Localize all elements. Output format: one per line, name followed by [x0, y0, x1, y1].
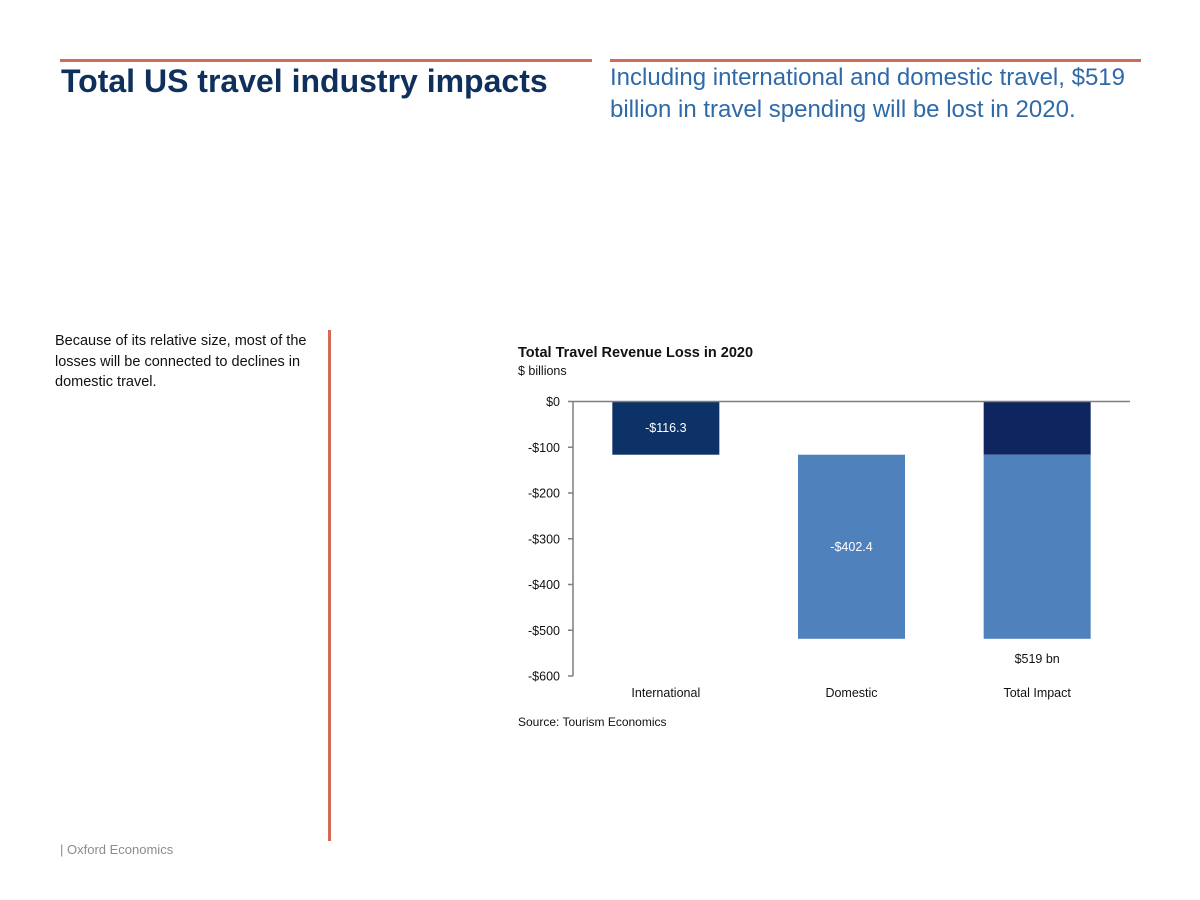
footer-brand: | Oxford Economics	[60, 842, 174, 857]
bar-domestic-2	[983, 454, 1091, 639]
data-label-international: -$116.3	[645, 421, 687, 435]
y-tick-label: -$300	[528, 532, 560, 546]
chart-title: Total Travel Revenue Loss in 2020	[518, 345, 753, 361]
y-tick-label: -$100	[528, 441, 560, 455]
y-tick-label: -$400	[528, 578, 560, 592]
bar-domestic-1	[798, 454, 905, 639]
axis-layer: $0 -$100 -$200 -$300 -$400 -$500 -$600 Internat…	[528, 395, 1130, 700]
chart-source: Source: Tourism Economics	[518, 715, 667, 729]
headline: Including international and domestic tra…	[610, 64, 1125, 123]
headline-accent-rule	[610, 59, 1141, 62]
title-accent-rule	[60, 59, 592, 62]
data-label-total: $519 bn	[1015, 652, 1060, 666]
side-note: Because of its relative size, most of th…	[55, 333, 307, 390]
bar-international-0	[612, 401, 720, 455]
y-tick-label: -$500	[528, 624, 560, 638]
y-tick-label: -$600	[528, 670, 560, 684]
bar-international-2	[983, 401, 1091, 455]
page-title: Total US travel industry impacts	[61, 63, 548, 99]
y-tick-label: $0	[546, 395, 560, 409]
x-category-label: International	[631, 686, 700, 700]
x-category-label: Total Impact	[1003, 686, 1071, 700]
bars-layer	[612, 401, 1091, 639]
data-label-domestic: -$402.4	[830, 540, 872, 554]
side-divider	[328, 330, 331, 841]
x-category-label: Domestic	[825, 686, 877, 700]
labels-layer: -$116.3 -$402.4 $519 bn	[645, 421, 1060, 666]
revenue-loss-chart: Total Travel Revenue Loss in 2020 $ bill…	[518, 345, 1130, 729]
y-tick-label: -$200	[528, 487, 560, 501]
chart-subtitle: $ billions	[518, 364, 567, 378]
